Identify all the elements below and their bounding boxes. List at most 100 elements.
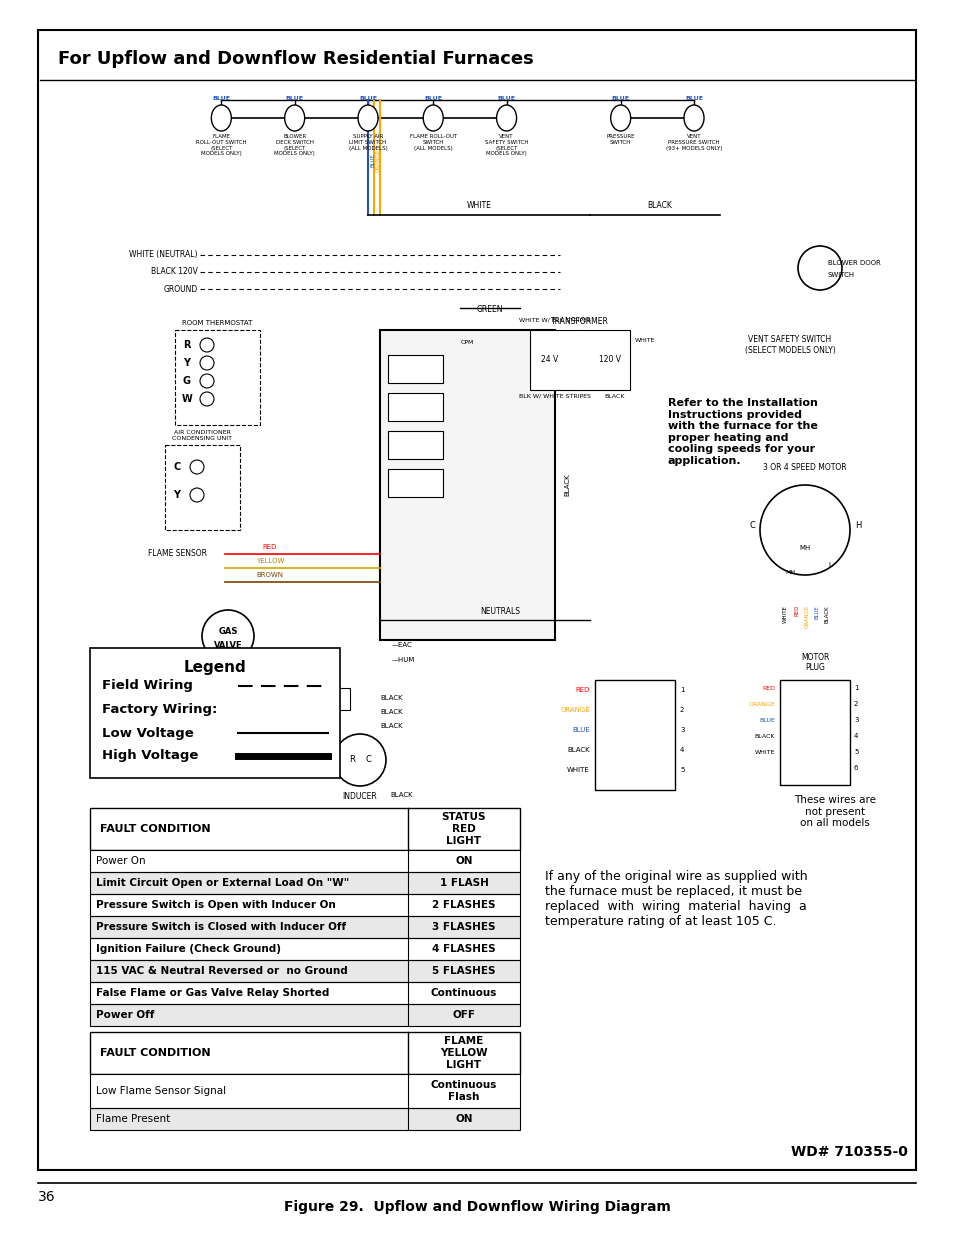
Text: 3 OR 4 SPEED MOTOR: 3 OR 4 SPEED MOTOR xyxy=(762,463,846,472)
Bar xyxy=(174,330,260,425)
Text: IGNITOR: IGNITOR xyxy=(306,718,337,727)
Bar xyxy=(90,916,519,939)
Bar xyxy=(90,894,519,916)
Text: 1 FLASH: 1 FLASH xyxy=(439,878,488,888)
Bar xyxy=(90,872,519,894)
Text: RED: RED xyxy=(575,687,589,693)
Text: Power Off: Power Off xyxy=(96,1010,154,1020)
Text: RED: RED xyxy=(761,685,774,690)
Text: Power On: Power On xyxy=(96,856,146,866)
Circle shape xyxy=(190,488,204,501)
Ellipse shape xyxy=(497,105,516,131)
Text: 3: 3 xyxy=(853,718,858,722)
Text: TRANSFORMER: TRANSFORMER xyxy=(551,317,608,326)
Circle shape xyxy=(200,356,213,370)
Text: Ignition Failure (Check Ground): Ignition Failure (Check Ground) xyxy=(96,944,281,953)
Bar xyxy=(388,393,442,421)
Text: BLUE: BLUE xyxy=(684,96,702,101)
Text: Continuous
Flash: Continuous Flash xyxy=(431,1081,497,1102)
Text: STATUS
RED
LIGHT: STATUS RED LIGHT xyxy=(441,813,486,846)
Text: SWITCH: SWITCH xyxy=(827,272,854,278)
Text: FLAME ROLL-OUT
SWITCH
(ALL MODELS): FLAME ROLL-OUT SWITCH (ALL MODELS) xyxy=(409,135,456,151)
Bar xyxy=(90,648,339,778)
Text: Low Flame Sensor Signal: Low Flame Sensor Signal xyxy=(96,1086,226,1095)
Ellipse shape xyxy=(683,105,703,131)
Circle shape xyxy=(797,246,841,290)
Bar xyxy=(388,431,442,459)
Bar xyxy=(388,469,442,496)
Ellipse shape xyxy=(423,105,443,131)
Text: 115 VAC & Neutral Reversed or  no Ground: 115 VAC & Neutral Reversed or no Ground xyxy=(96,966,348,976)
Circle shape xyxy=(200,391,213,406)
Text: BLACK: BLACK xyxy=(379,722,402,729)
Text: ON: ON xyxy=(455,856,473,866)
Circle shape xyxy=(760,485,849,576)
Bar xyxy=(90,939,519,960)
Text: BLACK: BLACK xyxy=(604,394,624,399)
Text: False Flame or Gas Valve Relay Shorted: False Flame or Gas Valve Relay Shorted xyxy=(96,988,329,998)
Bar xyxy=(294,688,350,710)
Text: VENT SAFETY SWITCH
(SELECT MODELS ONLY): VENT SAFETY SWITCH (SELECT MODELS ONLY) xyxy=(744,335,835,354)
Text: 2: 2 xyxy=(853,701,858,706)
Text: NEUTRALS: NEUTRALS xyxy=(479,606,519,616)
Text: 4: 4 xyxy=(853,734,858,739)
Text: BLUE: BLUE xyxy=(572,727,589,734)
Text: 24 V: 24 V xyxy=(540,356,558,364)
Text: 1: 1 xyxy=(853,685,858,692)
Text: Y: Y xyxy=(183,358,191,368)
Text: Y: Y xyxy=(173,490,180,500)
Bar xyxy=(90,872,519,894)
Text: WHITE: WHITE xyxy=(466,201,491,210)
Bar xyxy=(780,680,849,785)
Text: C: C xyxy=(748,520,754,530)
Text: 5: 5 xyxy=(679,767,683,773)
Text: 1: 1 xyxy=(679,687,684,693)
Text: For Upflow and Downflow Residential Furnaces: For Upflow and Downflow Residential Furn… xyxy=(58,49,533,68)
Text: RED: RED xyxy=(794,605,799,616)
Text: BLACK: BLACK xyxy=(563,474,569,496)
Circle shape xyxy=(202,610,253,662)
Text: WHITE: WHITE xyxy=(567,767,589,773)
Bar xyxy=(90,1074,519,1108)
Bar xyxy=(530,330,629,390)
Text: WHITE W/ BLK STRIPES: WHITE W/ BLK STRIPES xyxy=(518,317,590,322)
Text: Continuous: Continuous xyxy=(431,988,497,998)
Bar xyxy=(90,939,519,960)
Circle shape xyxy=(190,459,204,474)
Text: Limit Circuit Open or External Load On "W": Limit Circuit Open or External Load On "… xyxy=(96,878,349,888)
Text: ON: ON xyxy=(455,1114,473,1124)
Ellipse shape xyxy=(212,105,231,131)
Bar xyxy=(90,916,519,939)
Text: 2: 2 xyxy=(679,706,683,713)
Text: VENT
SAFETY SWITCH
(SELECT
MODELS ONLY): VENT SAFETY SWITCH (SELECT MODELS ONLY) xyxy=(484,135,528,157)
Bar xyxy=(90,960,519,982)
Bar xyxy=(90,1108,519,1130)
Text: GAS: GAS xyxy=(218,626,237,636)
Text: WD# 710355-0: WD# 710355-0 xyxy=(790,1145,907,1158)
Bar xyxy=(90,1108,519,1130)
Text: W: W xyxy=(181,394,193,404)
Text: BLUE: BLUE xyxy=(497,96,515,101)
Text: 6: 6 xyxy=(853,764,858,771)
Text: Low Voltage: Low Voltage xyxy=(102,726,193,740)
Text: BLOWER DOOR: BLOWER DOOR xyxy=(827,261,880,266)
Text: Flame Present: Flame Present xyxy=(96,1114,170,1124)
Text: BROWN: BROWN xyxy=(256,572,283,578)
Bar xyxy=(90,850,519,872)
Text: ORANGE: ORANGE xyxy=(803,605,809,629)
Text: BLACK: BLACK xyxy=(379,695,402,701)
Text: WHITE: WHITE xyxy=(781,605,786,622)
Text: FAULT CONDITION: FAULT CONDITION xyxy=(100,824,211,834)
Text: —EAC: —EAC xyxy=(392,642,413,648)
Text: BLK W/ WHITE STRIPES: BLK W/ WHITE STRIPES xyxy=(518,394,590,399)
Text: 2 FLASHES: 2 FLASHES xyxy=(432,900,496,910)
Text: Pressure Switch is Closed with Inducer Off: Pressure Switch is Closed with Inducer O… xyxy=(96,923,346,932)
Text: MH: MH xyxy=(784,569,794,574)
Ellipse shape xyxy=(610,105,630,131)
Text: BLACK: BLACK xyxy=(823,605,828,622)
Text: GREEN: GREEN xyxy=(476,305,503,314)
Text: 4 FLASHES: 4 FLASHES xyxy=(432,944,496,953)
Text: AIR CONDITIONER
CONDENSING UNIT: AIR CONDITIONER CONDENSING UNIT xyxy=(172,430,233,441)
Text: BLUE: BLUE xyxy=(370,153,375,167)
Text: C: C xyxy=(173,462,180,472)
